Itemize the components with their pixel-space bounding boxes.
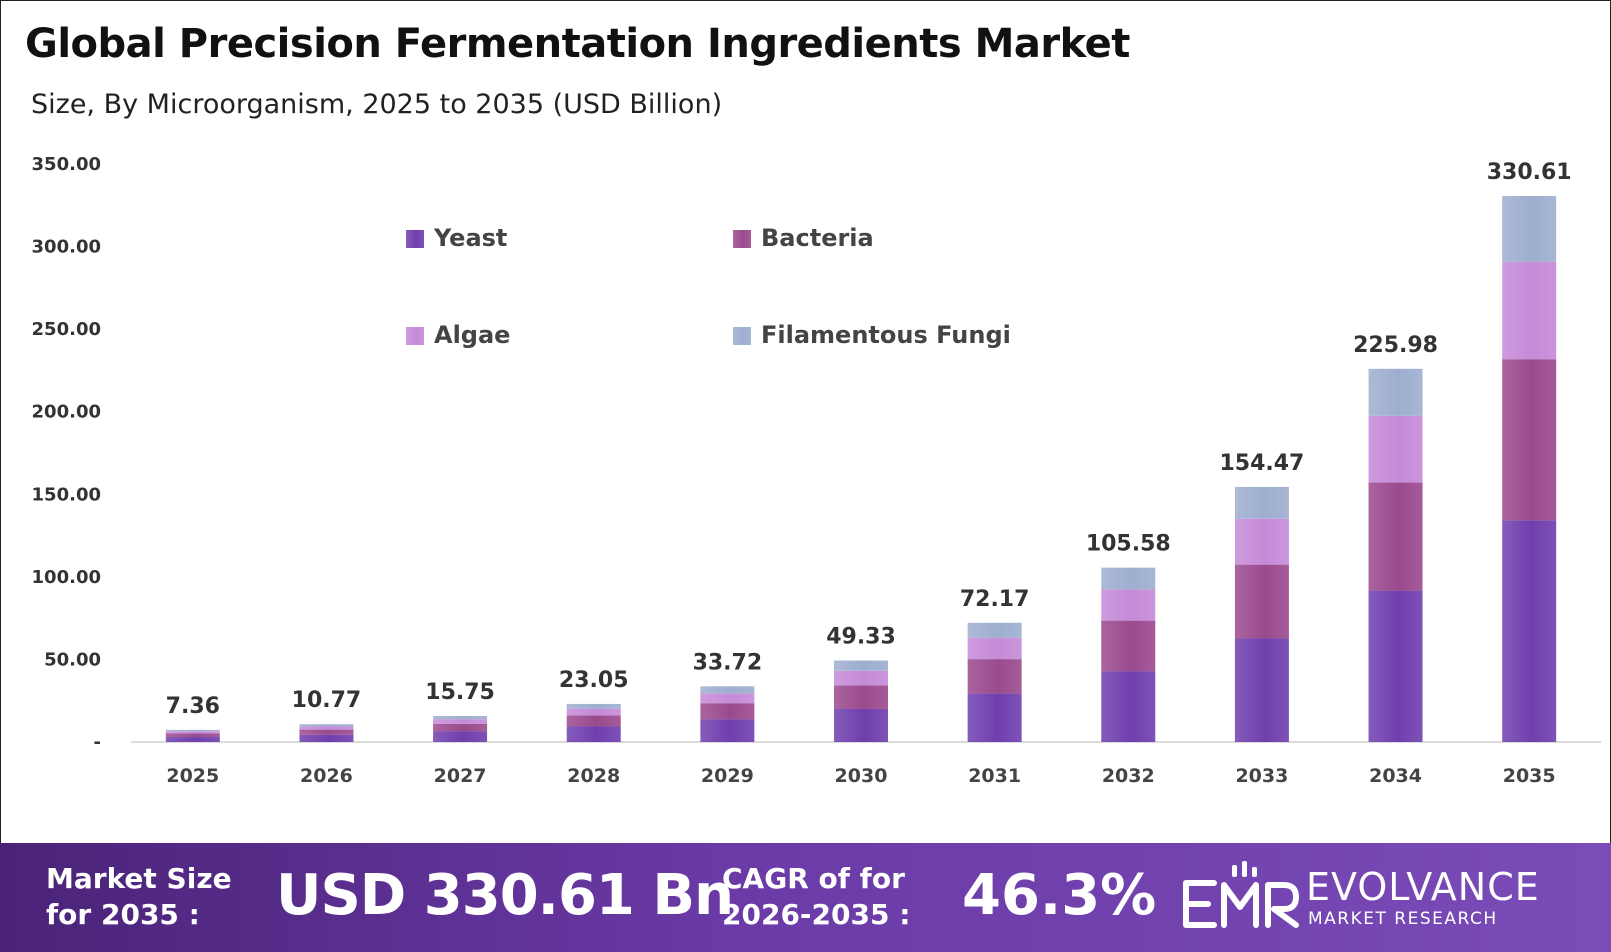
bar-segment-bacteria-2026 bbox=[299, 729, 354, 735]
chart-title: Global Precision Fermentation Ingredient… bbox=[25, 21, 1130, 67]
bar-segment-yeast-2032 bbox=[1101, 671, 1156, 742]
footer-banner: Market Size for 2035 : USD 330.61 Bn CAG… bbox=[0, 843, 1611, 952]
bar-segment-bacteria-2030 bbox=[834, 685, 888, 709]
bar-segment-bacteria-2032 bbox=[1101, 620, 1156, 672]
legend-swatch-fungi bbox=[733, 327, 751, 345]
chart-subtitle: Size, By Microorganism, 2025 to 2035 (US… bbox=[31, 89, 723, 120]
x-tick-label-2033: 2033 bbox=[1235, 765, 1288, 787]
bars-group: 7.36 10.77 15.75 23.05 33.72 49.33 72.17 105.58… bbox=[166, 160, 1572, 742]
bar-segment-yeast-2031 bbox=[967, 693, 1022, 742]
bar-segment-yeast-2030 bbox=[834, 708, 888, 742]
stacked-bar-chart: - 50.00 100.00 150.00 200.00 250.00 300.00 350.… bbox=[32, 154, 1601, 787]
bar-segment-fungi-2034 bbox=[1368, 368, 1423, 416]
bar-segment-algae-2034 bbox=[1368, 415, 1423, 483]
x-tick-label-2031: 2031 bbox=[968, 765, 1021, 787]
bar-segment-bacteria-2034 bbox=[1368, 482, 1423, 591]
x-tick-label-2030: 2030 bbox=[835, 765, 888, 787]
total-label-2026: 10.77 bbox=[292, 688, 362, 713]
x-tick-label-2032: 2032 bbox=[1102, 765, 1155, 787]
x-tick-label-2025: 2025 bbox=[166, 765, 219, 787]
x-tick-label-2027: 2027 bbox=[434, 765, 487, 787]
bar-segment-bacteria-2033 bbox=[1234, 564, 1289, 639]
total-label-2032: 105.58 bbox=[1086, 532, 1171, 557]
y-tick-label: 50.00 bbox=[44, 649, 101, 670]
x-tick-label-2026: 2026 bbox=[300, 765, 353, 787]
y-tick-label: 350.00 bbox=[32, 154, 101, 175]
bar-segment-bacteria-2035 bbox=[1502, 359, 1557, 521]
y-tick-label: 300.00 bbox=[32, 237, 101, 258]
bar-segment-algae-2027 bbox=[433, 719, 488, 724]
bar-segment-bacteria-2025 bbox=[165, 733, 220, 738]
bar-segment-fungi-2025 bbox=[165, 729, 220, 732]
bar-segment-yeast-2035 bbox=[1502, 520, 1557, 742]
bar-segment-fungi-2029 bbox=[700, 686, 755, 694]
bar-segment-bacteria-2028 bbox=[566, 715, 621, 727]
bar-segment-algae-2028 bbox=[566, 708, 621, 716]
market-size-value: USD 330.61 Bn bbox=[276, 863, 734, 928]
bar-segment-bacteria-2027 bbox=[433, 723, 488, 732]
bar-segment-algae-2030 bbox=[834, 670, 888, 686]
bar-segment-fungi-2032 bbox=[1101, 567, 1156, 590]
bar-segment-bacteria-2031 bbox=[967, 659, 1022, 694]
x-tick-label-2028: 2028 bbox=[567, 765, 620, 787]
bar-segment-fungi-2030 bbox=[834, 660, 888, 671]
logo-subtitle: MARKET RESEARCH bbox=[1308, 909, 1498, 929]
bar-segment-algae-2025 bbox=[165, 731, 220, 734]
y-tick-label: 250.00 bbox=[32, 319, 101, 340]
total-label-2035: 330.61 bbox=[1487, 160, 1572, 185]
y-tick-label: 200.00 bbox=[32, 402, 101, 423]
logo-name: EVOLVANCE bbox=[1306, 865, 1540, 909]
bar-segment-yeast-2026 bbox=[299, 734, 354, 742]
total-label-2025: 7.36 bbox=[166, 694, 220, 719]
legend-label-bacteria: Bacteria bbox=[761, 224, 874, 252]
y-tick-label: 100.00 bbox=[32, 567, 101, 588]
cagr-label: CAGR of for 2026-2035 : bbox=[722, 862, 911, 931]
cagr-value: 46.3% bbox=[962, 863, 1157, 928]
legend-swatch-bacteria bbox=[733, 230, 751, 248]
market-size-label: Market Size for 2035 : bbox=[46, 862, 232, 931]
bar-segment-yeast-2033 bbox=[1234, 638, 1289, 742]
x-tick-label-2035: 2035 bbox=[1503, 765, 1556, 787]
bar-segment-yeast-2029 bbox=[700, 719, 755, 742]
bar-segment-fungi-2033 bbox=[1234, 486, 1289, 519]
total-label-2027: 15.75 bbox=[425, 680, 495, 705]
x-tick-label-2029: 2029 bbox=[701, 765, 754, 787]
bar-segment-algae-2032 bbox=[1101, 589, 1156, 621]
legend-label-yeast: Yeast bbox=[433, 224, 507, 252]
total-label-2029: 33.72 bbox=[693, 650, 763, 675]
bar-segment-yeast-2034 bbox=[1368, 590, 1423, 742]
legend: Yeast Bacteria Algae Filamentous Fungi bbox=[406, 224, 1011, 349]
legend-label-fungi: Filamentous Fungi bbox=[761, 321, 1011, 349]
x-tick-label-2034: 2034 bbox=[1369, 765, 1422, 787]
bar-segment-bacteria-2029 bbox=[700, 703, 755, 720]
total-label-2033: 154.47 bbox=[1219, 451, 1304, 476]
total-label-2028: 23.05 bbox=[559, 668, 629, 693]
bar-segment-yeast-2025 bbox=[165, 737, 220, 742]
bar-segment-algae-2033 bbox=[1234, 518, 1289, 565]
bar-segment-fungi-2028 bbox=[566, 703, 621, 709]
y-tick-label: - bbox=[94, 732, 101, 753]
legend-swatch-algae bbox=[406, 327, 424, 345]
bar-segment-fungi-2027 bbox=[433, 715, 488, 720]
y-tick-label: 150.00 bbox=[32, 484, 101, 505]
bar-segment-fungi-2035 bbox=[1502, 196, 1557, 262]
total-label-2030: 49.33 bbox=[826, 625, 896, 650]
bar-segment-yeast-2028 bbox=[566, 726, 621, 742]
bar-segment-algae-2029 bbox=[700, 693, 755, 704]
legend-swatch-yeast bbox=[406, 230, 424, 248]
bar-segment-fungi-2026 bbox=[299, 724, 354, 727]
bar-segment-algae-2026 bbox=[299, 726, 354, 730]
evolvance-logo: EVOLVANCE MARKET RESEARCH bbox=[1180, 861, 1580, 933]
total-label-2034: 225.98 bbox=[1353, 333, 1438, 358]
bar-segment-yeast-2027 bbox=[433, 731, 488, 742]
x-axis: 2025 2026 2027 2028 2029 2030 2031 2032 2033 2034… bbox=[166, 765, 1555, 787]
bar-segment-algae-2035 bbox=[1502, 261, 1557, 360]
bar-segment-algae-2031 bbox=[967, 637, 1022, 660]
emr-logo-icon bbox=[1183, 861, 1299, 928]
total-label-2031: 72.17 bbox=[960, 587, 1030, 612]
legend-label-algae: Algae bbox=[434, 321, 510, 349]
bar-segment-fungi-2031 bbox=[967, 622, 1022, 638]
y-axis: - 50.00 100.00 150.00 200.00 250.00 300.00 350.… bbox=[32, 154, 101, 753]
